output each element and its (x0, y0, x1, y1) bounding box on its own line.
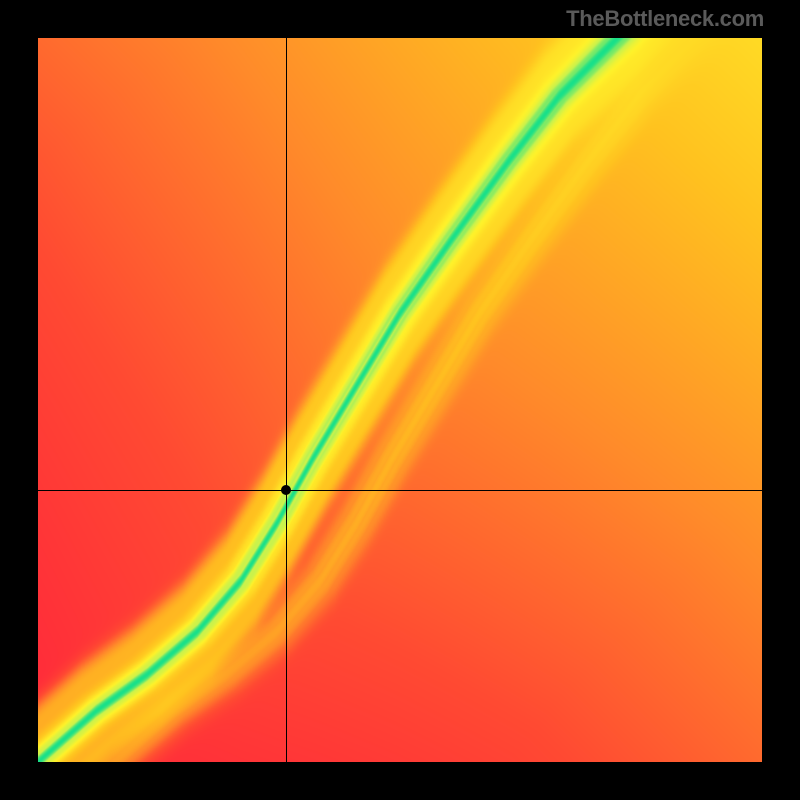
crosshair-marker (281, 485, 291, 495)
heatmap-plot (38, 38, 762, 762)
watermark-text: TheBottleneck.com (566, 6, 764, 32)
heatmap-canvas (38, 38, 762, 762)
crosshair-vertical (286, 38, 287, 762)
crosshair-horizontal (38, 490, 762, 491)
